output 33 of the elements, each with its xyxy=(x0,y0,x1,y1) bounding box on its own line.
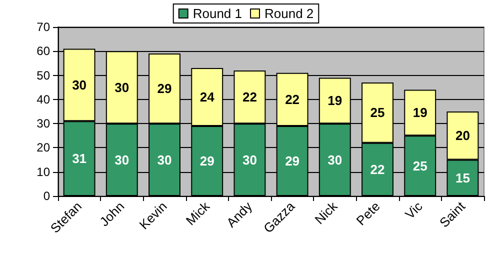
y-tick-label: 60 xyxy=(36,44,50,58)
data-label: 30 xyxy=(242,152,257,168)
data-label: 29 xyxy=(285,153,300,168)
data-label: 22 xyxy=(242,90,257,105)
data-label: 20 xyxy=(455,128,470,144)
data-label: 15 xyxy=(455,170,470,186)
y-tick-label: 0 xyxy=(43,189,50,203)
data-label: 29 xyxy=(200,153,214,168)
data-label: 22 xyxy=(370,162,385,177)
data-label: 30 xyxy=(328,152,342,168)
data-label: 19 xyxy=(412,105,428,120)
legend-label: Round 1 xyxy=(192,6,242,21)
data-label: 30 xyxy=(114,152,130,168)
data-label: 29 xyxy=(157,81,172,96)
y-tick-label: 10 xyxy=(36,164,50,179)
data-label: 25 xyxy=(412,158,428,174)
data-label: 24 xyxy=(200,90,216,105)
data-label: 30 xyxy=(72,77,87,92)
x-tick-label: Vic xyxy=(402,198,426,222)
y-tick-label: 70 xyxy=(36,20,50,34)
y-tick-label: 50 xyxy=(36,68,50,82)
data-label: 19 xyxy=(328,93,342,108)
data-label: 25 xyxy=(370,105,385,120)
x-tick-label: Pete xyxy=(353,198,383,228)
x-tick-label: Nick xyxy=(312,198,341,228)
legend-label: Round 2 xyxy=(264,6,314,21)
y-tick-label: 30 xyxy=(36,116,50,131)
y-tick-label: 20 xyxy=(36,140,50,155)
y-tick-label: 40 xyxy=(36,92,50,106)
data-label: 30 xyxy=(157,152,172,168)
data-label: 30 xyxy=(114,80,130,95)
data-label: 31 xyxy=(72,151,87,166)
data-label: 22 xyxy=(285,92,300,107)
